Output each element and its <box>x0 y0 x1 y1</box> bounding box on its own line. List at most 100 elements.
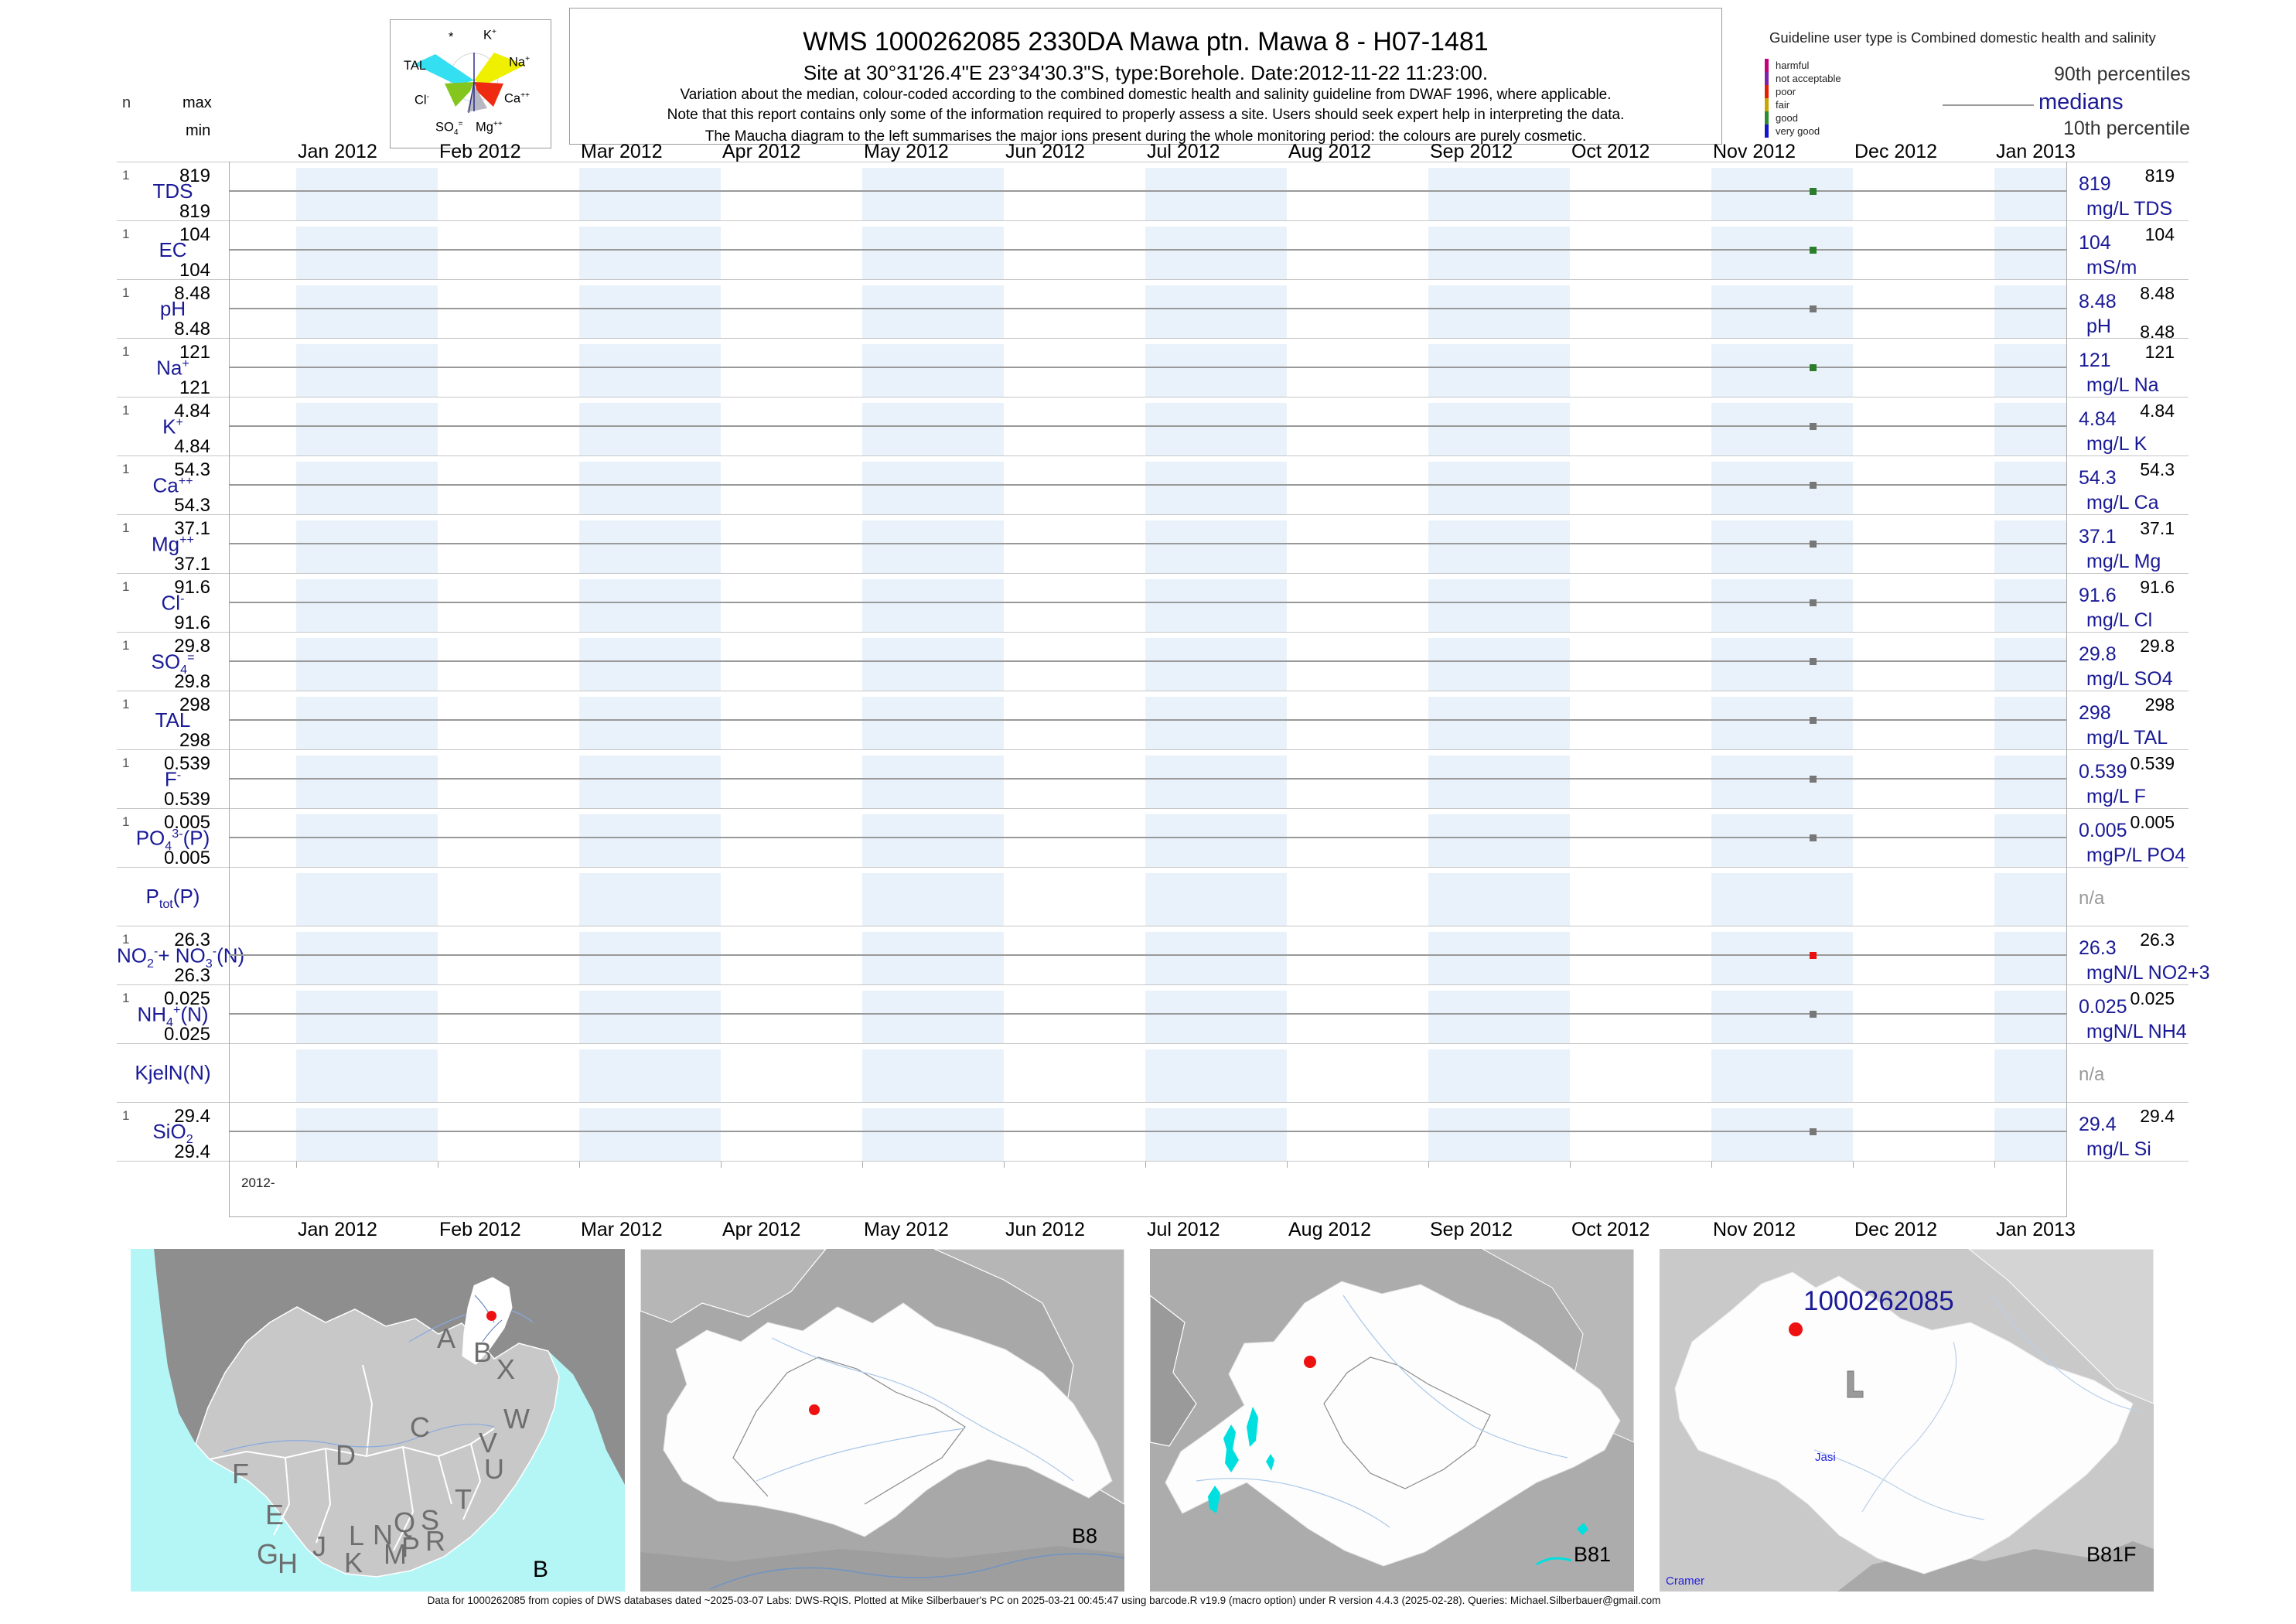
report-note-2: Note that this report contains only some… <box>667 107 1625 123</box>
plot-left-edge <box>229 162 230 1217</box>
sample-marker <box>1810 658 1817 665</box>
month-tick <box>721 1161 722 1168</box>
median-line <box>229 954 2066 956</box>
dam-small-right <box>1577 1523 1588 1535</box>
row-top-gap <box>230 926 2066 932</box>
x-axis-label-top: Nov 2012 <box>1713 141 1796 162</box>
month-tick <box>1994 1161 1995 1168</box>
map-catchment-b81f: 1000262085 Jasi Cramer B81F <box>1660 1249 2154 1592</box>
x-axis-label-top: Sep 2012 <box>1430 141 1513 162</box>
month-tick <box>1004 1161 1005 1168</box>
param-name: PO43-(P) <box>135 826 210 853</box>
median-value: 4.84 <box>2079 408 2117 430</box>
median-value: 37.1 <box>2079 526 2117 548</box>
region-letter-H: H <box>278 1547 298 1579</box>
param-name: KjelN(N) <box>135 1061 211 1084</box>
param-n-count: 1 <box>122 227 130 241</box>
param-name: Na+ <box>156 356 189 380</box>
unit-label: mg/L Cl <box>2086 609 2153 631</box>
maucha-ion-label: SO4= <box>435 120 463 137</box>
region-letter-A: A <box>437 1322 456 1354</box>
param-n-count: 1 <box>122 285 130 300</box>
row-boundary-line <box>117 455 2189 456</box>
param-min-value: 819 <box>179 201 210 222</box>
x-axis-label-bottom: Apr 2012 <box>722 1219 801 1240</box>
south-band <box>640 1546 1124 1592</box>
medians-legend-line <box>1943 104 2034 106</box>
row-top-gap <box>230 1103 2066 1108</box>
median-value: 121 <box>2079 350 2111 371</box>
x-axis-label-bottom: Oct 2012 <box>1571 1219 1650 1240</box>
sample-marker <box>1810 599 1817 606</box>
row-boundary-line <box>117 220 2189 221</box>
sample-marker <box>1810 1011 1817 1018</box>
param-max-value: 4.84 <box>174 401 210 421</box>
median-value: 0.539 <box>2079 761 2127 783</box>
site-location <box>809 1404 820 1415</box>
row-top-gap <box>230 809 2066 814</box>
sample-marker <box>1810 541 1817 548</box>
region-letter-C: C <box>410 1411 430 1443</box>
p90-value: 91.6 <box>2140 577 2175 597</box>
report-title: WMS 1000262085 2330DA Mawa ptn. Mawa 8 -… <box>803 27 1489 56</box>
row-top-gap <box>230 691 2066 697</box>
median-value: 91.6 <box>2079 585 2117 606</box>
catchment-b81-shape <box>1165 1281 1621 1567</box>
param-max-value: 91.6 <box>174 577 210 598</box>
median-value: 8.48 <box>2079 291 2117 312</box>
row-top-gap <box>230 456 2066 462</box>
param-n-count: 1 <box>122 697 130 711</box>
sample-marker <box>1810 364 1817 371</box>
median-value: 0.025 <box>2079 996 2127 1018</box>
region-letter-E: E <box>265 1499 285 1530</box>
month-tick <box>1853 1161 1854 1168</box>
maucha-diagram <box>414 53 525 114</box>
max-header-label: max <box>183 94 212 111</box>
row-boundary-line <box>117 338 2189 339</box>
p90-value: 4.84 <box>2140 401 2175 421</box>
x-axis-label-bottom: Aug 2012 <box>1288 1219 1372 1240</box>
param-n-count: 1 <box>122 814 130 829</box>
b8-river-2 <box>756 1428 966 1482</box>
sample-marker <box>1810 717 1817 724</box>
region-letter-Q: Q <box>394 1506 416 1538</box>
median-value: 29.8 <box>2079 643 2117 665</box>
guideline-label-not-acceptable: not acceptable <box>1776 73 1841 84</box>
row-top-gap <box>230 221 2066 227</box>
region-letter-S: S <box>421 1504 440 1536</box>
p90-value: 298 <box>2144 694 2175 715</box>
unit-label: mg/L TDS <box>2086 198 2173 220</box>
param-max-value: 104 <box>179 224 210 245</box>
month-tick <box>862 1161 863 1168</box>
row-boundary-line <box>117 1161 2189 1162</box>
param-max-value: 121 <box>179 342 210 363</box>
param-min-value: 37.1 <box>174 554 210 575</box>
map4-site-id: 1000262085 <box>1803 1286 1954 1316</box>
param-min-value: 29.4 <box>174 1141 210 1162</box>
guideline-caption: Guideline user type is Combined domestic… <box>1769 29 2156 46</box>
median-line <box>229 425 2066 427</box>
report-subtitle: Site at 30°31'26.4"E 23°34'30.3"S, type:… <box>803 61 1489 84</box>
p90-value: 819 <box>2144 165 2175 186</box>
maucha-wing-na <box>474 53 525 85</box>
p90-value: 0.025 <box>2130 988 2175 1008</box>
map-b81f-svg <box>1660 1249 2154 1592</box>
param-name: Ptot(P) <box>145 885 200 912</box>
row-boundary-line <box>117 808 2189 809</box>
param-n-count: 1 <box>122 991 130 1005</box>
median-line <box>229 367 2066 368</box>
x-axis-label-top: Apr 2012 <box>722 141 801 162</box>
param-max-value: 54.3 <box>174 459 210 480</box>
neighbour-region-left <box>1150 1295 1197 1447</box>
x-axis-label-bottom: Feb 2012 <box>439 1219 521 1240</box>
guideline-label-harmful: harmful <box>1776 60 1810 71</box>
region-letter-D: D <box>336 1439 356 1471</box>
param-max-value: 0.005 <box>163 812 210 833</box>
param-name: F- <box>164 767 182 791</box>
maucha-ion-label: TAL <box>404 59 427 73</box>
maucha-ion-label: Ca++ <box>504 91 531 106</box>
medians-legend-label: medians <box>2038 90 2124 114</box>
median-value: 29.4 <box>2079 1114 2117 1135</box>
x-axis-label-top: Oct 2012 <box>1571 141 1650 162</box>
